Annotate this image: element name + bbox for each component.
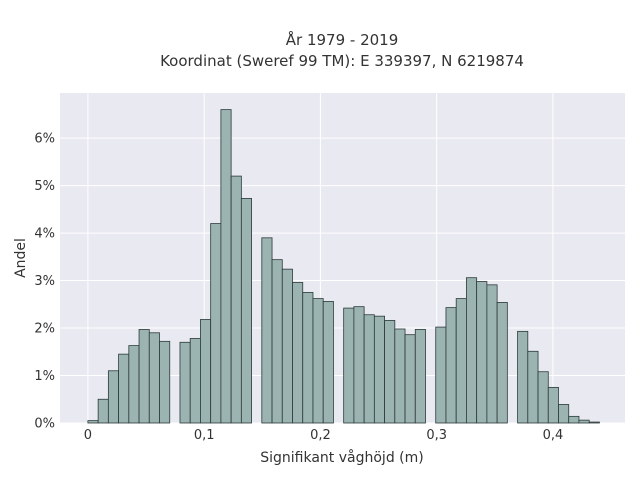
histogram-bar [466, 277, 478, 424]
y-tick-label: 3% [34, 274, 55, 289]
histogram-bar [210, 223, 222, 424]
histogram-bar [240, 198, 252, 424]
histogram-bar [87, 420, 99, 424]
histogram-bar [547, 386, 559, 424]
histogram-bar [322, 301, 334, 424]
histogram-bar [445, 307, 457, 424]
histogram-bar [128, 345, 140, 424]
x-axis-label: Signifikant våghöjd (m) [260, 449, 423, 466]
histogram-bar [179, 341, 191, 424]
histogram-bar [414, 329, 426, 424]
histogram-bar [435, 326, 447, 424]
histogram-bar [220, 109, 232, 424]
x-tick-label: 0,1 [194, 428, 215, 443]
histogram-bar [517, 330, 529, 424]
chart-title-line-1: År 1979 - 2019 [286, 30, 399, 49]
histogram-bar [384, 320, 396, 424]
x-tick-label: 0,3 [426, 428, 447, 443]
histogram-bar [537, 371, 549, 424]
histogram-bar [312, 298, 324, 424]
tick-labels: 0% 1% 2% 3% 4% 5% 6% 0 0,1 0,2 0,3 0,4 [34, 132, 563, 443]
histogram-bar [230, 175, 242, 424]
histogram-bar [138, 329, 150, 424]
y-tick-label: 6% [34, 132, 55, 147]
histogram-bar [281, 268, 293, 424]
histogram-bar [476, 281, 488, 424]
histogram-bar [292, 282, 304, 424]
histogram-bar [107, 370, 119, 424]
histogram-bar [363, 314, 375, 424]
histogram-bar [558, 404, 570, 424]
y-tick-label: 5% [34, 179, 55, 194]
x-tick-label: 0,4 [543, 428, 564, 443]
histogram-bar [189, 338, 201, 424]
histogram-bar [343, 307, 355, 424]
y-tick-label: 4% [34, 227, 55, 242]
histogram-bar [353, 306, 365, 424]
y-tick-label: 1% [34, 369, 55, 384]
histogram-bar [588, 421, 600, 424]
histogram-bars [87, 109, 600, 424]
histogram-bar [373, 315, 385, 424]
histogram-bar [527, 350, 539, 424]
histogram-bar [271, 259, 283, 424]
histogram-bar [200, 319, 212, 424]
histogram-bar [455, 298, 467, 424]
histogram-bar [578, 419, 590, 424]
x-tick-label: 0,2 [310, 428, 331, 443]
histogram-bar [118, 353, 130, 424]
histogram-bar [394, 328, 406, 424]
histogram-bar [302, 292, 314, 424]
histogram-bar [568, 415, 580, 424]
histogram-bar [496, 301, 508, 424]
chart-title-line-2: Koordinat (Sweref 99 TM): E 339397, N 62… [160, 52, 524, 70]
histogram-bar [148, 332, 160, 424]
histogram-bar [159, 340, 171, 424]
y-tick-label: 2% [34, 322, 55, 337]
histogram-bar [486, 284, 498, 424]
x-tick-label: 0 [84, 428, 92, 443]
histogram-bar [404, 334, 416, 424]
histogram-bar [97, 398, 109, 424]
y-axis-label: Andel [13, 238, 29, 278]
y-tick-label: 0% [34, 417, 55, 432]
histogram-bar [261, 237, 273, 424]
